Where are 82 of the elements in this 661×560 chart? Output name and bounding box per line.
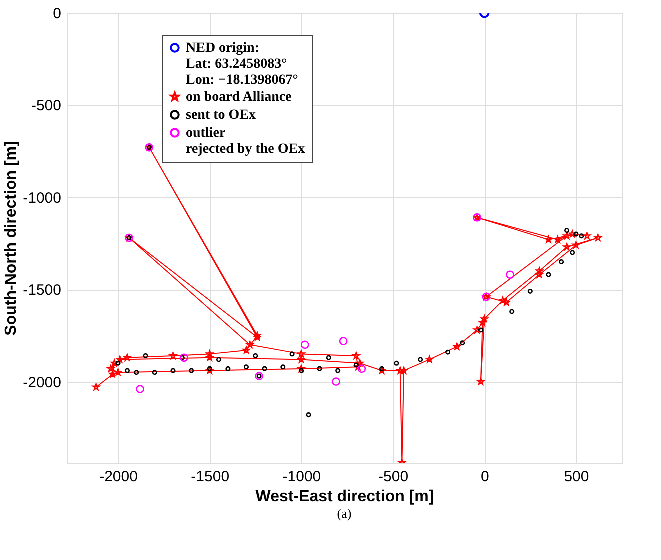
point — [460, 340, 466, 346]
point — [480, 315, 488, 322]
point — [326, 355, 332, 360]
point — [254, 334, 262, 341]
point — [206, 366, 214, 374]
point — [298, 356, 306, 363]
point — [445, 350, 451, 355]
point — [536, 267, 544, 274]
point — [110, 360, 118, 367]
point — [189, 368, 194, 374]
point — [143, 354, 148, 359]
point — [394, 360, 400, 366]
point — [506, 270, 514, 280]
x-tick-label: -2000 — [100, 468, 138, 486]
legend-label: on board Alliance — [186, 90, 292, 105]
legend-label: sent to OEx — [186, 108, 256, 123]
x-tick-label: 500 — [564, 468, 590, 486]
point — [226, 366, 231, 372]
point — [502, 298, 510, 306]
x-axis-title: West-East direction [m] — [256, 488, 434, 506]
point — [136, 385, 144, 394]
point — [280, 364, 286, 370]
point — [317, 366, 322, 372]
point — [109, 370, 116, 378]
point — [216, 357, 222, 362]
point — [116, 360, 121, 366]
point — [570, 250, 576, 256]
point — [510, 309, 515, 314]
point — [262, 366, 268, 372]
point — [180, 354, 188, 362]
point — [206, 354, 214, 362]
y-tick-label: -2000 — [23, 374, 62, 392]
y-tick-label: -1000 — [23, 190, 62, 207]
point — [478, 328, 484, 333]
point — [116, 356, 124, 363]
point — [474, 326, 481, 334]
point — [564, 228, 570, 234]
point — [579, 234, 584, 239]
point — [352, 352, 360, 360]
point — [300, 340, 310, 350]
x-tick-label: 0 — [480, 468, 490, 486]
point — [254, 332, 262, 339]
x-tick-label: -1000 — [282, 468, 322, 486]
point — [574, 232, 579, 237]
point — [528, 288, 533, 294]
point — [336, 368, 341, 374]
legend-label: outlier rejected by the OEx — [186, 126, 306, 157]
point — [170, 368, 176, 374]
point — [563, 243, 571, 250]
point — [290, 352, 295, 357]
point — [332, 378, 340, 386]
y-tick-label: -1500 — [23, 282, 62, 300]
x-tick-label: -1500 — [191, 468, 230, 486]
point — [378, 366, 386, 374]
point — [242, 346, 250, 354]
point — [358, 364, 366, 374]
x-tick-label: -500 — [378, 468, 409, 486]
y-axis-title: South-North direction [m] — [3, 141, 20, 336]
point — [499, 296, 507, 304]
point — [124, 368, 130, 374]
point — [134, 370, 140, 376]
point — [559, 259, 564, 264]
point — [563, 232, 571, 240]
text: (a) — [337, 506, 352, 521]
point — [339, 337, 348, 346]
point — [477, 378, 485, 386]
point — [546, 272, 552, 278]
point — [400, 366, 408, 374]
point — [306, 412, 312, 418]
point — [206, 350, 214, 358]
point — [536, 271, 544, 278]
point — [244, 364, 250, 370]
point — [253, 354, 258, 359]
point — [418, 357, 424, 362]
y-tick-label: -500 — [31, 98, 62, 115]
point — [152, 370, 158, 376]
y-tick-label: 0 — [53, 6, 62, 22]
point — [396, 366, 404, 374]
point — [356, 360, 364, 367]
point — [298, 350, 306, 358]
point — [170, 352, 177, 360]
point — [584, 232, 591, 240]
